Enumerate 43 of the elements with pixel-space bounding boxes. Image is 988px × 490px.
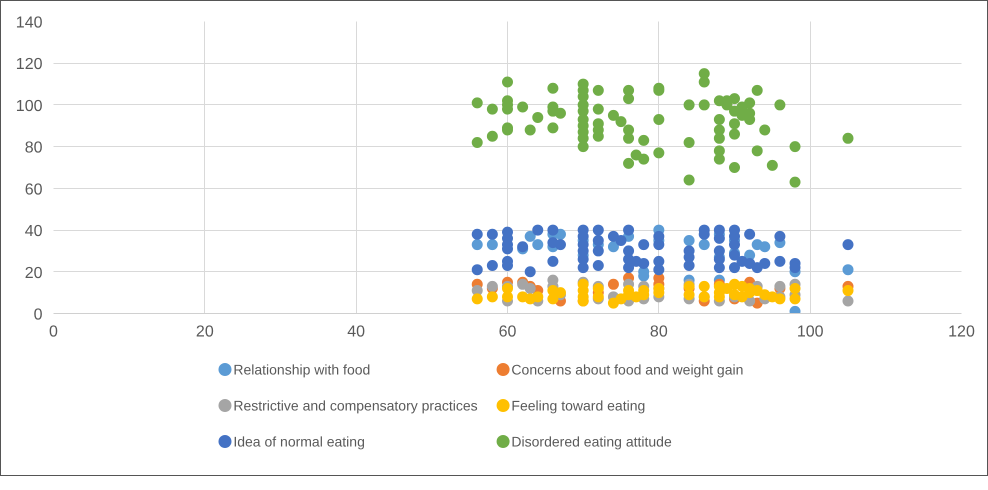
x-tick-label: 60 bbox=[498, 324, 516, 340]
point bbox=[842, 295, 854, 306]
point bbox=[486, 291, 498, 302]
y-tick-label: 60 bbox=[24, 181, 43, 198]
legend-label: Relationship with food bbox=[233, 362, 370, 378]
point bbox=[790, 282, 801, 294]
point bbox=[684, 289, 695, 300]
point bbox=[547, 293, 558, 304]
x-tick-label: 0 bbox=[49, 324, 58, 340]
legend-label: Restrictive and compensatory practices bbox=[233, 398, 478, 414]
x-tick-label: 20 bbox=[196, 324, 214, 340]
point bbox=[684, 235, 695, 246]
point bbox=[759, 241, 770, 252]
y-tick-label: 120 bbox=[16, 56, 43, 74]
point bbox=[502, 291, 513, 302]
point bbox=[532, 239, 544, 250]
legend-label: Idea of normal eating bbox=[233, 434, 365, 450]
y-tick-label: 20 bbox=[24, 264, 43, 282]
y-tick-label: 40 bbox=[24, 223, 43, 240]
y-tick-label: 140 bbox=[16, 14, 43, 32]
legend-label: Disordered eating attitude bbox=[511, 434, 672, 450]
x-tick-label: 40 bbox=[347, 324, 366, 340]
x-tick-label: 120 bbox=[948, 324, 975, 340]
x-tick-label: 100 bbox=[796, 324, 824, 340]
point bbox=[698, 280, 710, 292]
y-tick-label: 80 bbox=[24, 140, 43, 157]
point bbox=[698, 239, 710, 250]
point bbox=[842, 264, 854, 276]
x-tick-label: 80 bbox=[650, 324, 668, 340]
point bbox=[790, 293, 801, 304]
point bbox=[532, 291, 544, 302]
point bbox=[472, 293, 483, 304]
point bbox=[616, 293, 626, 304]
y-tick-label: 0 bbox=[34, 306, 43, 324]
point bbox=[472, 239, 483, 250]
legend-label: Concerns about food and weight gain bbox=[511, 362, 744, 378]
y-tick-label: 100 bbox=[16, 98, 43, 115]
point bbox=[524, 230, 536, 242]
point bbox=[608, 278, 619, 290]
legend-label: Feeling toward eating bbox=[511, 398, 646, 414]
point bbox=[486, 239, 498, 250]
point bbox=[608, 241, 619, 252]
point bbox=[842, 285, 854, 296]
